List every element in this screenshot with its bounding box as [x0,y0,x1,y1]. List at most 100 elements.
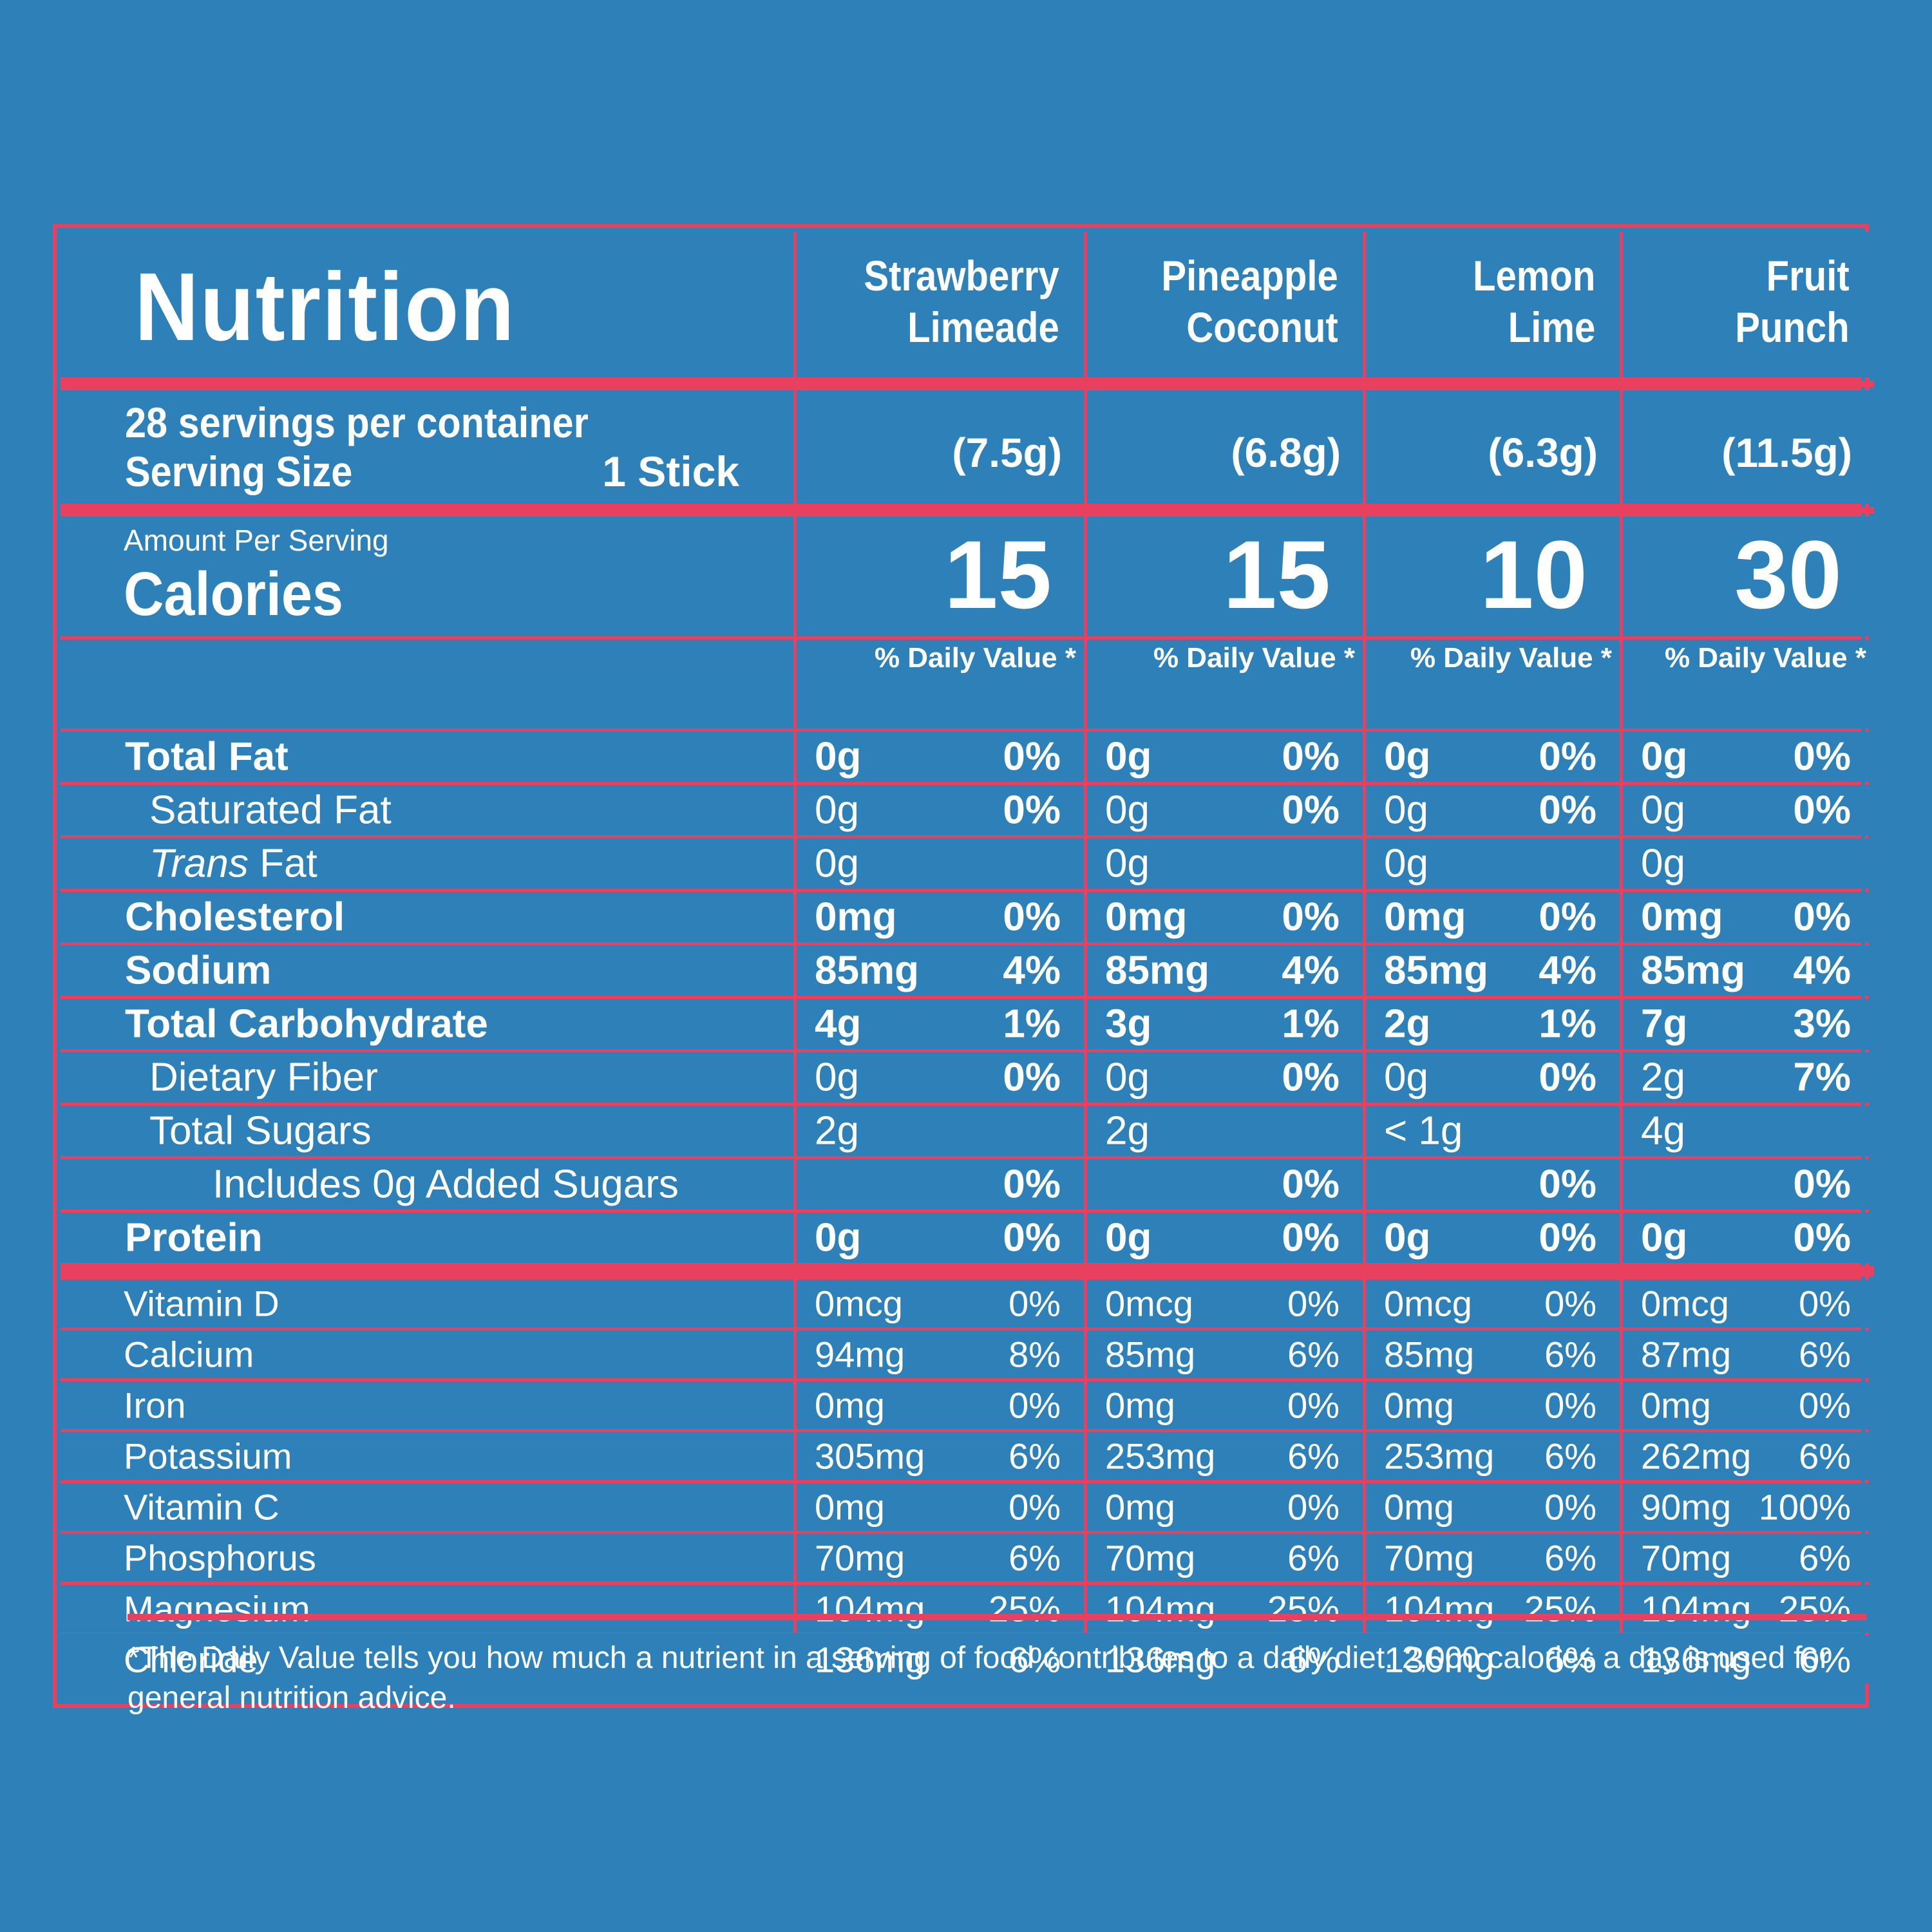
nutrient-percent: 1% [1003,1001,1061,1046]
flavor-name: Pineapple Coconut [1162,250,1338,353]
nutrient-value-cell: 0g 0% [797,1213,1084,1263]
nutrient-value-cell: 2g 1% [1366,999,1620,1049]
vitamin-amount: 70mg [1105,1537,1196,1578]
nutrient-amount: 0mg [815,895,897,940]
nutrient-amount: < 1g [1384,1108,1463,1153]
vitamin-value-cell: 85mg 6% [1087,1331,1363,1378]
nutrient-name: Sodium [125,948,272,993]
vitamin-percent: 0% [1287,1486,1340,1528]
flavor-name-line1: Fruit [1766,252,1850,299]
dv-header-3: % Daily Value * [1623,639,1874,728]
vitamin-row-label: Potassium [61,1432,793,1480]
nutrient-amount: 0g [815,734,862,779]
calories-value-1: 15 [1087,516,1363,636]
vitamin-amount: 136mg [1384,1639,1495,1680]
calories-value: 30 [1734,520,1842,629]
vitamin-percent: 6% [1544,1435,1596,1477]
vitamin-amount: 0mcg [815,1283,903,1324]
nutrient-value-cell: 0g 0% [1623,1213,1874,1263]
calories-value: 15 [944,520,1052,629]
vitamin-row-label: Magnesium [61,1585,793,1633]
nutrient-amount: 0g [1384,1215,1431,1260]
nutrient-percent: 0% [1282,1215,1340,1260]
nutrient-value-cell: 0g 0% [1087,1213,1363,1263]
flavor-name-line2: Limeade [907,303,1059,351]
nutrient-row-label: Includes 0g Added Sugars [61,1159,793,1209]
vitamin-amount: 136mg [1641,1639,1752,1680]
vitamin-value-cell: 253mg 6% [1087,1432,1363,1480]
nutrient-amount: 0g [1105,788,1150,833]
nutrient-value-cell: 85mg 4% [797,945,1084,996]
divider [797,381,1084,387]
nutrient-value-cell: 0g 0% [1623,785,1874,835]
nutrient-value-cell: 4g [1623,1106,1874,1156]
vitamin-value-cell: 0mg 0% [797,1483,1084,1531]
serving-weight: (7.5g) [952,430,1062,476]
vitamin-percent: 0% [1544,1283,1596,1324]
vitamin-amount: 262mg [1641,1435,1752,1477]
vitamin-percent: 0% [1287,1385,1340,1426]
thick-divider [61,1266,793,1276]
vitamin-row-label: Calcium [61,1331,793,1378]
serving-weight: (11.5g) [1721,430,1852,476]
vitamin-name: Potassium [124,1435,292,1477]
footnote-text: *The Daily Value tells you how much a nu… [128,1641,1830,1715]
serving-weight-0: (7.5g) [797,390,1084,504]
vitamin-value-cell: 70mg 6% [1366,1534,1620,1582]
nutrient-amount: 0g [1384,788,1428,833]
nutrient-percent: 4% [1003,948,1061,993]
nutrient-amount: 0mg [1105,895,1188,940]
vitamin-percent: 25% [1778,1588,1851,1629]
nutrient-value-cell: 0mg 0% [797,892,1084,942]
vitamin-value-cell: 136mg 6% [1366,1636,1620,1683]
serving-size-label: Serving Size [125,448,353,495]
vitamin-percent: 6% [1799,1334,1851,1375]
flavor-name-line1: Strawberry [864,252,1059,299]
nutrient-row-label: Saturated Fat [61,785,793,835]
divider [61,381,793,387]
vitamin-value-cell: 0mcg 0% [797,1280,1084,1327]
nutrient-name: Includes 0g Added Sugars [213,1162,679,1207]
vitamin-value-cell: 94mg 8% [797,1331,1084,1378]
nutrient-value-cell: 85mg 4% [1087,945,1363,996]
vitamin-percent: 6% [1287,1537,1340,1578]
nutrient-value-cell: 0g [1623,838,1874,889]
nutrient-percent: 0% [1793,734,1851,779]
divider [1087,507,1363,513]
nutrient-amount: 0g [815,788,859,833]
nutrient-percent: 0% [1282,1162,1340,1207]
vitamin-amount: 94mg [815,1334,905,1375]
flavor-name: Fruit Punch [1736,250,1850,353]
vitamin-amount: 85mg [1105,1334,1196,1375]
vitamin-value-cell: 70mg 6% [797,1534,1084,1582]
flavor-name: Lemon Lime [1473,250,1595,353]
nutrient-amount: 0mg [1641,895,1723,940]
vitamin-name: Magnesium [124,1588,310,1629]
vitamin-value-cell: 253mg 6% [1366,1432,1620,1480]
vitamin-percent: 6% [1287,1435,1340,1477]
dv-header-2: % Daily Value * [1366,639,1620,728]
nutrient-amount: 0g [1105,734,1152,779]
flavor-header-1: Pineapple Coconut [1087,232,1363,377]
divider [1366,507,1620,513]
nutrient-percent: 0% [1003,1055,1061,1100]
vitamin-amount: 0mg [1384,1486,1454,1528]
vitamin-amount: 136mg [815,1639,925,1680]
divider [1623,507,1874,513]
vitamin-percent: 6% [1799,1639,1851,1680]
nutrient-value-cell: 0mg 0% [1366,892,1620,942]
vitamin-value-cell: 136mg 6% [1087,1636,1363,1683]
calories-value-0: 15 [797,516,1084,636]
vitamin-value-cell: 0mg 0% [1623,1381,1874,1429]
nutrient-percent: 0% [1003,788,1061,833]
nutrient-percent: 0% [1539,788,1596,833]
vitamin-percent: 6% [1009,1435,1061,1477]
vitamin-name: Vitamin D [124,1283,279,1324]
nutrient-row-label: Cholesterol [61,892,793,942]
nutrient-value-cell: 2g [797,1106,1084,1156]
vitamin-amount: 87mg [1641,1334,1732,1375]
nutrient-value-cell: 0g 0% [797,732,1084,782]
nutrient-amount: 0g [815,841,859,886]
nutrient-value-cell: 0g 0% [1623,732,1874,782]
